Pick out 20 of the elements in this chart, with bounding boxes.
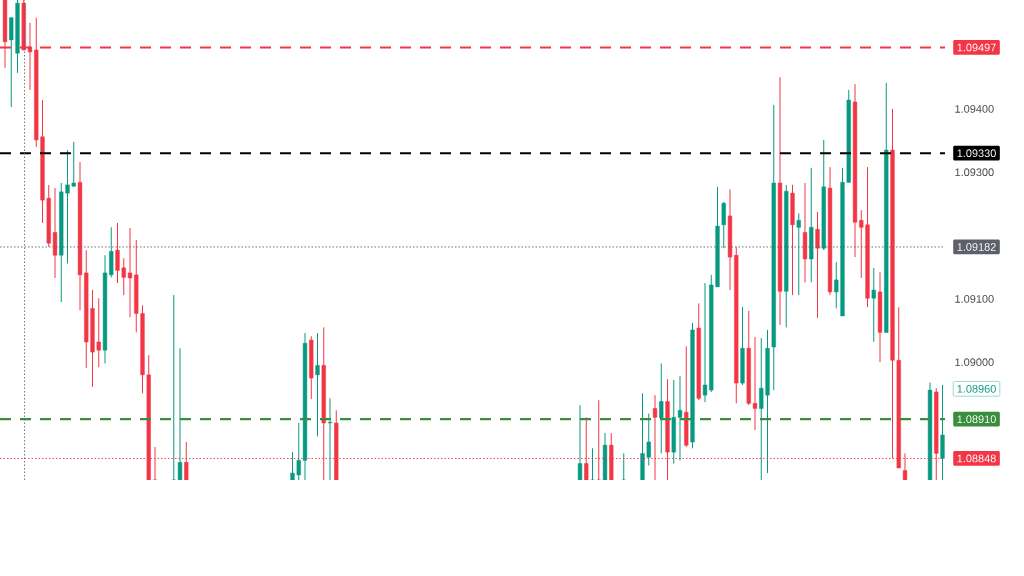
candlestick: [659, 362, 664, 454]
ref-line-label: 1.08910: [957, 415, 996, 424]
y-tick-label: 1.09400: [955, 105, 994, 113]
ref-line-label: 1.09182: [957, 243, 996, 251]
candlestick: [815, 211, 820, 319]
candlestick: [721, 201, 726, 249]
ref-line-label: 1.09497: [957, 43, 996, 52]
candlestick: [327, 397, 333, 480]
y-tick-label: 1.09000: [955, 358, 994, 367]
candlestick: [796, 212, 801, 296]
text: 1.08960: [957, 384, 996, 393]
ref-line-label: 1.08848: [957, 454, 996, 463]
y-tick-label: 1.09300: [955, 168, 994, 177]
candlestick: [871, 267, 876, 343]
ref-line-label: 1.09330: [957, 149, 996, 158]
candlestick: [621, 452, 626, 480]
candlestick: [590, 447, 595, 480]
candlestick: [315, 332, 320, 437]
y-tick-label: 1.09100: [955, 295, 994, 303]
candlestick: [940, 384, 945, 480]
